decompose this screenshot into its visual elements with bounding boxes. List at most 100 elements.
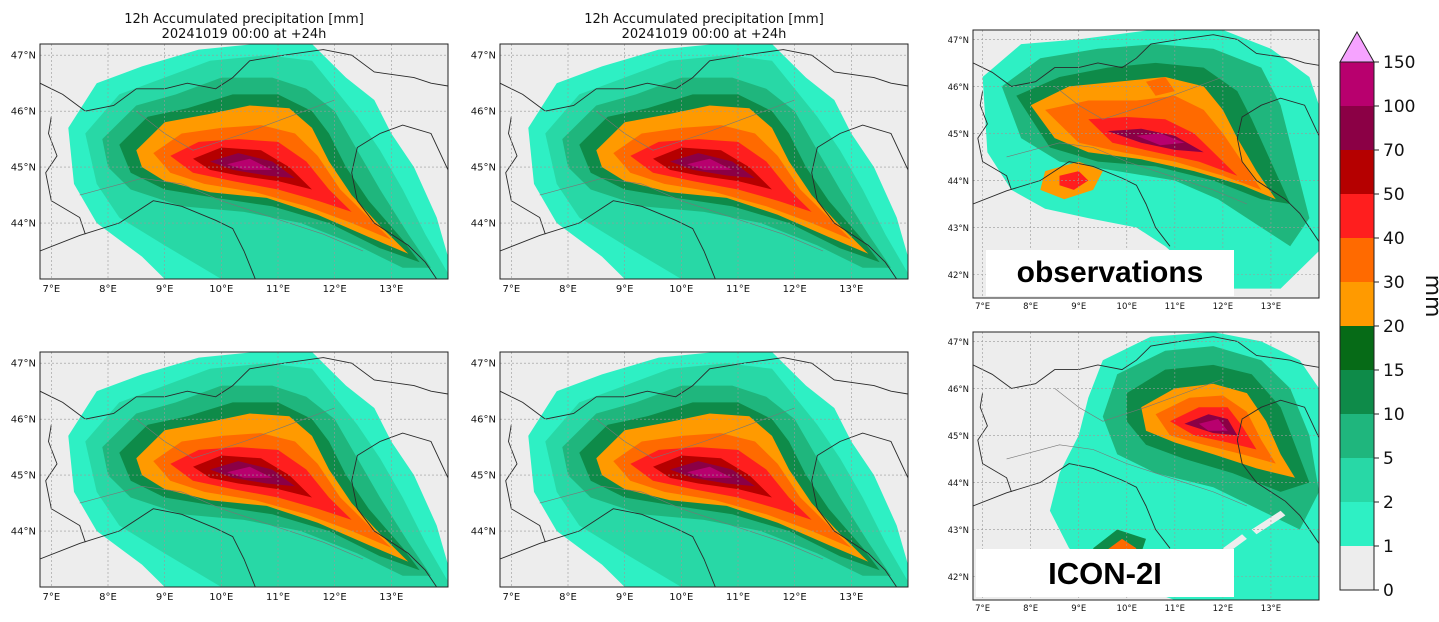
lat-tick-label: 46°N: [471, 415, 496, 426]
country-border: [45, 116, 86, 235]
lat-tick-label: 44°N: [11, 527, 36, 538]
lat-tick-label: 47°N: [948, 36, 969, 46]
lon-tick-label: 12°E: [323, 592, 347, 603]
colorbar-tick-label: 50: [1383, 185, 1405, 205]
colorbar-tick-label: 30: [1383, 273, 1405, 293]
lat-tick-label: 43°N: [948, 224, 969, 234]
map-frame: [499, 351, 909, 588]
lat-tick-label: 44°N: [11, 219, 36, 230]
title-line-2: 20241019 00:00 at +24h: [621, 27, 787, 42]
lon-tick-label: 7°E: [975, 604, 990, 614]
lat-tick-label: 44°N: [948, 177, 969, 187]
lon-tick-label: 11°E: [266, 592, 290, 603]
region-border: [136, 99, 335, 151]
lon-tick-label: 8°E: [559, 284, 577, 295]
colorbar-segment-2: [1340, 458, 1374, 502]
country-border: [811, 432, 908, 587]
country-border: [973, 463, 1171, 549]
icon-2i-label: ICON-2I: [976, 549, 1234, 597]
lat-tick-label: 44°N: [471, 219, 496, 230]
colorbar-tick-label: 40: [1383, 229, 1405, 249]
lon-tick-label: 13°E: [379, 284, 403, 295]
lat-tick-label: 42°N: [948, 271, 969, 281]
country-border: [973, 161, 1171, 247]
title-line-2: 20241019 00:00 at +24h: [161, 27, 327, 42]
colorbar-tick-label: 100: [1383, 97, 1415, 117]
lon-tick-label: 7°E: [502, 592, 520, 603]
precip-contour-100mm: [1136, 133, 1185, 146]
lon-tick-label: 8°E: [559, 592, 577, 603]
precip-field: [973, 332, 1319, 600]
lon-tick-label: 9°E: [156, 284, 174, 295]
country-border: [500, 357, 908, 420]
lat-tick-label: 45°N: [471, 163, 496, 174]
colorbar-unit-label: mm: [1420, 275, 1439, 318]
lon-tick-label: 13°E: [1261, 604, 1281, 614]
lat-tick-label: 45°N: [948, 432, 969, 442]
country-border: [1236, 97, 1319, 242]
colorbar-tick-label: 5: [1383, 449, 1394, 469]
title-line-1: 12h Accumulated precipitation [mm]: [584, 12, 824, 27]
lon-tick-label: 11°E: [726, 592, 750, 603]
colorbar: 0 1 2 5 10 15 20 30 40 50 70 100 150 mm: [1339, 30, 1439, 601]
lon-tick-label: 9°E: [156, 592, 174, 603]
colorbar-extend-max: [1339, 30, 1375, 63]
map-frame: [972, 29, 1320, 299]
country-border: [500, 49, 908, 112]
region-border: [596, 407, 795, 459]
lon-tick-label: 13°E: [1261, 302, 1281, 312]
observations-label: observations: [986, 250, 1234, 296]
lon-tick-label: 12°E: [783, 284, 807, 295]
lon-tick-label: 12°E: [783, 592, 807, 603]
lat-tick-label: 46°N: [11, 415, 36, 426]
country-border: [40, 200, 256, 279]
precip-map-panel-2: 47°N 46°N 45°N 44°N 7°E 8°E 9°E 10°E 11°E 12°E 13°…: [471, 43, 909, 295]
lat-tick-label: 46°N: [471, 107, 496, 118]
lat-tick-label: 47°N: [471, 359, 496, 370]
colorbar-segment-20: [1340, 282, 1374, 326]
lat-tick-label: 45°N: [948, 130, 969, 140]
lat-tick-label: 47°N: [11, 359, 36, 370]
map-frame: [39, 43, 449, 280]
panel-title-2: 12h Accumulated precipitation [mm] 20241…: [500, 12, 908, 42]
country-border: [1236, 399, 1319, 544]
precip-contour-0mm: [1251, 510, 1286, 535]
lat-tick-label: 44°N: [948, 479, 969, 489]
colorbar-tick-label: 10: [1383, 405, 1405, 425]
country-border: [500, 508, 716, 587]
map-frame: [499, 43, 909, 280]
colorbar-segment-40: [1340, 194, 1374, 238]
colorbar-tick-label: 150: [1383, 53, 1415, 73]
precip-field: [40, 352, 448, 587]
lon-tick-label: 7°E: [502, 284, 520, 295]
country-border: [45, 424, 86, 543]
lon-tick-label: 12°E: [323, 284, 347, 295]
lon-tick-label: 8°E: [99, 592, 117, 603]
icon-2i-map: 47°N 46°N 45°N 44°N 43°N 42°N 7°E 8°E 9°E 10°E 11°…: [948, 331, 1320, 614]
colorbar-tick-label: 70: [1383, 141, 1405, 161]
lat-tick-label: 46°N: [11, 107, 36, 118]
lon-tick-label: 7°E: [42, 592, 60, 603]
lat-tick-label: 46°N: [948, 385, 969, 395]
country-border: [977, 91, 1012, 191]
country-border: [40, 508, 256, 587]
precip-map-panel-1: 47°N 46°N 45°N 44°N 7°E 8°E 9°E 10°E 11°E 12°E 13°…: [11, 43, 449, 295]
lat-tick-label: 45°N: [471, 471, 496, 482]
region-border: [1006, 444, 1248, 507]
colorbar-segment-100: [1340, 62, 1374, 106]
colorbar-segment-50: [1340, 150, 1374, 194]
colorbar-segment-30: [1340, 238, 1374, 282]
colorbar-tick-label: 15: [1383, 361, 1405, 381]
colorbar-segment-15: [1340, 326, 1374, 370]
lat-tick-label: 45°N: [11, 471, 36, 482]
colorbar-segment-1: [1340, 502, 1374, 546]
lon-tick-label: 8°E: [1023, 302, 1038, 312]
country-border: [973, 34, 1319, 87]
lon-tick-label: 8°E: [1023, 604, 1038, 614]
lon-tick-label: 11°E: [726, 284, 750, 295]
country-border: [505, 424, 546, 543]
lon-tick-label: 9°E: [1071, 604, 1086, 614]
colorbar-tick-label: 1: [1383, 537, 1394, 557]
precip-contour-30mm: [1146, 77, 1175, 96]
lat-tick-label: 46°N: [948, 83, 969, 93]
